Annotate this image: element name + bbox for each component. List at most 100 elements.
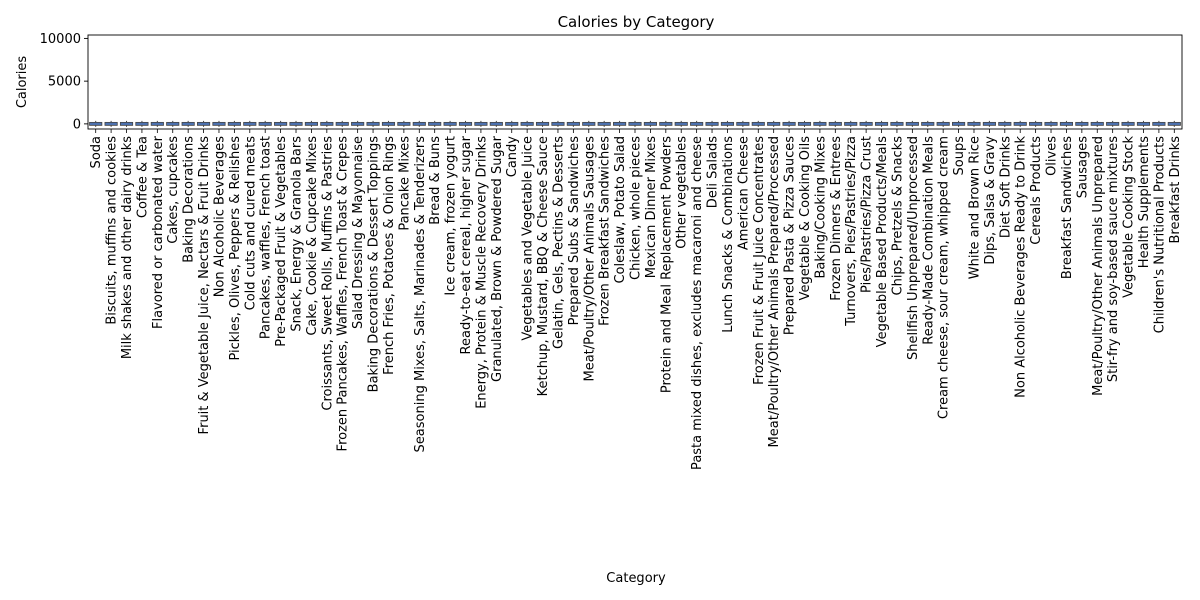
box	[659, 121, 673, 126]
x-tick-label: Vegetable Based Products/Meals	[875, 136, 890, 348]
category-box	[982, 120, 996, 127]
box	[921, 121, 935, 126]
category-box	[520, 120, 534, 127]
category-box	[535, 120, 550, 127]
box	[428, 121, 442, 126]
x-tick-label: Salad Dressing & Mayonnaise	[351, 136, 366, 329]
box	[890, 121, 904, 126]
box	[998, 121, 1012, 126]
x-tick-label: Fruit & Vegetable Juice, Nectars & Fruit…	[197, 136, 212, 435]
box	[196, 121, 211, 126]
box	[690, 121, 704, 126]
category-box	[166, 120, 180, 127]
category-box	[905, 120, 919, 127]
box	[397, 121, 411, 126]
category-box	[274, 120, 288, 127]
x-tick-label: Meat/Poultry/Other Animals Prepared/Proc…	[767, 136, 782, 447]
box	[905, 121, 919, 126]
x-tick-label: Croissants, Sweet Rolls, Muffins & Pastr…	[320, 136, 335, 411]
x-tick-label: Milk shakes and other dairy drinks	[120, 136, 135, 359]
x-tick-label: Pies/Pastries/Pizza Crust	[860, 136, 875, 293]
box	[844, 121, 858, 126]
category-box	[227, 120, 241, 127]
x-tick-label: Chicken, whole pieces	[629, 136, 644, 280]
box	[489, 121, 503, 126]
category-box	[104, 120, 118, 127]
box	[1136, 121, 1151, 126]
box	[351, 121, 365, 126]
box	[227, 121, 241, 126]
x-tick-label: Non Alcoholic Beverages Ready to Drink	[1014, 136, 1029, 398]
x-tick-label: Baking/Cooking Mixes	[813, 136, 828, 279]
category-box	[1167, 120, 1181, 127]
x-tick-label: Pancakes, waffles, French toast	[259, 136, 274, 339]
box	[613, 121, 627, 126]
x-tick-label: Cream cheese, sour cream, whipped cream	[937, 136, 952, 419]
category-box	[381, 120, 396, 127]
x-tick-label: Mexican Dinner Mixes	[644, 136, 659, 278]
x-tick-label: Olives	[1045, 136, 1060, 176]
box	[674, 121, 688, 126]
category-box	[412, 120, 426, 127]
chart-title: Calories by Category	[558, 13, 715, 31]
x-tick-label: Stir-fry and soy-based sauce mixtures	[1106, 136, 1121, 382]
category-box	[998, 120, 1012, 127]
category-box	[1152, 120, 1166, 127]
x-tick-label: Granulated, Brown & Powdered Sugar	[490, 135, 505, 382]
category-box	[212, 120, 226, 127]
x-tick-label: Prepared Pasta & Pizza Sauces	[783, 136, 798, 335]
x-tick-label: Breakfast Sandwiches	[1060, 136, 1075, 279]
category-box	[119, 120, 134, 127]
category-box	[659, 120, 673, 127]
box	[720, 121, 735, 126]
x-tick-label: Flavored or carbonated water	[151, 135, 166, 329]
x-tick-label: Other vegetables	[675, 136, 690, 249]
category-box	[890, 120, 904, 127]
x-tick-label: Cake, Cookie & Cupcake Mixes	[305, 136, 320, 336]
category-box	[366, 120, 380, 127]
category-box	[566, 120, 580, 127]
x-tick-label: Cold cuts and cured meats	[243, 136, 258, 311]
box	[628, 121, 642, 126]
x-tick-label: French Fries, Potatoes & Onion Rings	[382, 136, 397, 375]
category-box	[613, 120, 627, 127]
category-box	[320, 120, 334, 127]
box	[566, 121, 580, 126]
x-tick-label: Energy, Protein & Muscle Recovery Drinks	[474, 136, 489, 409]
y-tick-label: 10000	[40, 32, 81, 47]
x-tick-label: Vegetable Cooking Stock	[1122, 136, 1137, 298]
x-tick-label: Meat/Poultry/Other Animals Sausages	[582, 136, 597, 382]
box	[813, 121, 827, 126]
box	[828, 121, 842, 126]
box	[874, 121, 889, 126]
category-box	[181, 120, 195, 127]
x-tick-label: Cakes, cupcakes	[166, 136, 181, 244]
box	[551, 121, 565, 126]
category-box	[458, 120, 473, 127]
y-tick-label: 0	[73, 117, 81, 132]
category-box	[1013, 120, 1027, 127]
x-tick-label: Bread & Buns	[428, 136, 443, 225]
category-box	[196, 120, 211, 127]
x-tick-label: Chips, Pretzels & Snacks	[890, 136, 905, 296]
box	[1029, 121, 1043, 126]
box	[982, 121, 996, 126]
category-box	[289, 120, 303, 127]
x-tick-label: Children's Nutritional Products	[1152, 136, 1167, 334]
box	[320, 121, 334, 126]
category-box	[1121, 120, 1135, 127]
x-tick-label: Frozen Breakfast Sandwiches	[598, 136, 613, 326]
category-box	[720, 120, 735, 127]
x-axis: Soda Biscuits, muffins and cookies Milk sh…	[89, 129, 1183, 470]
box	[1059, 121, 1073, 126]
box	[782, 121, 796, 126]
box	[1106, 121, 1120, 126]
x-tick-label: Pre-Packaged Fruit & Vegetables	[274, 136, 289, 347]
category-box	[936, 120, 950, 127]
category-box	[767, 120, 781, 127]
box	[1167, 121, 1181, 126]
x-tick-label: Snack, Energy & Granola Bars	[290, 136, 305, 332]
box	[412, 121, 426, 126]
x-tick-label: Protein and Meal Replacement Powders	[659, 136, 674, 393]
box	[535, 121, 550, 126]
